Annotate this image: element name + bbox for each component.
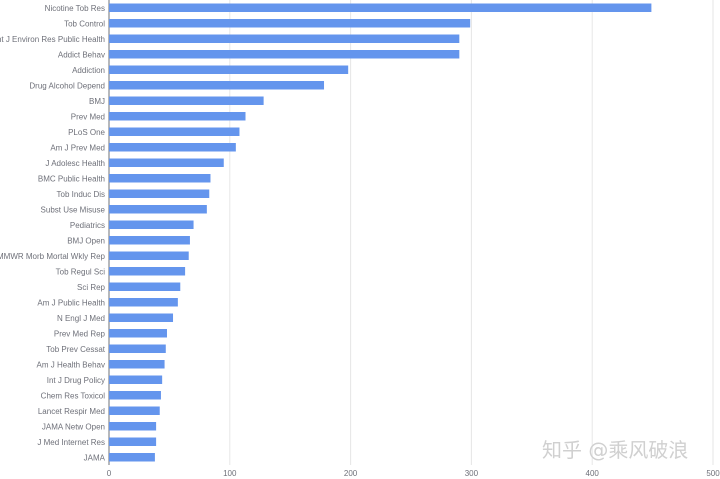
bar (109, 422, 157, 431)
x-tick-label: 100 (223, 469, 237, 478)
bar (109, 96, 264, 105)
bar (109, 282, 181, 291)
category-label: Subst Use Misuse (41, 205, 106, 214)
bar (109, 205, 207, 214)
bar (109, 267, 186, 276)
category-label: PLoS One (68, 128, 105, 137)
bar (109, 344, 166, 353)
category-label: JAMA Netw Open (42, 422, 105, 431)
category-label: Prev Med (71, 112, 105, 121)
category-label: Chem Res Toxicol (41, 391, 106, 400)
category-label: Tob Control (64, 19, 105, 28)
category-label: Addiction (72, 66, 105, 75)
bar (109, 65, 349, 74)
x-tick-label: 0 (107, 469, 112, 478)
bar (109, 19, 471, 28)
category-label: Addict Behav (58, 50, 105, 59)
category-label: Lancet Respir Med (38, 407, 105, 416)
x-tick-label: 400 (586, 469, 600, 478)
category-label: MMWR Morb Mortal Wkly Rep (0, 252, 106, 261)
bar (109, 391, 161, 400)
bar (109, 406, 160, 415)
category-label: BMJ Open (67, 236, 105, 245)
category-label: BMJ (89, 97, 105, 106)
category-label: Int J Drug Policy (47, 376, 105, 385)
x-tick-label: 500 (706, 469, 720, 478)
x-tick-label: 300 (465, 469, 479, 478)
bar (109, 143, 236, 152)
category-label: Am J Public Health (37, 298, 105, 307)
category-label: N Engl J Med (57, 314, 105, 323)
bar (109, 375, 163, 384)
category-label: Nicotine Tob Res (45, 4, 105, 13)
category-label: Pediatrics (70, 221, 105, 230)
bar (109, 50, 460, 59)
bar (109, 3, 652, 12)
bar (109, 112, 246, 121)
watermark-text: 知乎 @乘风破浪 (542, 438, 689, 462)
category-label: Tob Prev Cessat (46, 345, 105, 354)
bar (109, 236, 190, 245)
category-label: J Med Internet Res (37, 438, 105, 447)
category-label: Int J Environ Res Public Health (0, 35, 105, 44)
category-label: Prev Med Rep (54, 329, 106, 338)
bar (109, 437, 157, 446)
category-label: Tob Regul Sci (56, 267, 106, 276)
category-label: JAMA (84, 453, 106, 462)
bar (109, 189, 210, 198)
bar (109, 127, 240, 136)
category-label: Drug Alcohol Depend (29, 81, 105, 90)
bar (109, 329, 167, 338)
bar (109, 313, 174, 322)
bar (109, 220, 194, 229)
category-label: J Adolesc Health (45, 159, 105, 168)
category-label: BMC Public Health (38, 174, 105, 183)
bar (109, 251, 189, 260)
bar (109, 453, 155, 462)
bar (109, 81, 325, 90)
x-tick-label: 200 (344, 469, 358, 478)
bar (109, 174, 211, 183)
category-label: Tob Induc Dis (57, 190, 105, 199)
bar (109, 158, 224, 167)
category-label: Am J Health Behav (37, 360, 105, 369)
bar (109, 298, 178, 307)
bar (109, 360, 165, 369)
bar (109, 34, 460, 43)
category-label: Sci Rep (77, 283, 106, 292)
category-label: Am J Prev Med (50, 143, 105, 152)
